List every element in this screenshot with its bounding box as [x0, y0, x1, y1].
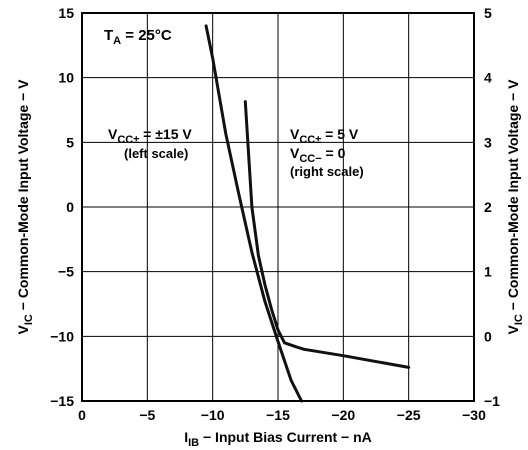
y-right-tick-label: 4 — [484, 70, 492, 86]
right-series-label-ground: VCC− = 0 — [290, 145, 346, 165]
right-series-label-scale: (right scale) — [290, 164, 364, 179]
y-right-tick-label: 3 — [484, 134, 492, 150]
x-tick-label: −15 — [266, 407, 290, 423]
x-axis-title: IIB − Input Bias Current − nA — [184, 429, 372, 449]
y-left-tick-label: −5 — [58, 264, 74, 280]
right-scale-series-line — [243, 100, 411, 369]
x-tick-label: −20 — [331, 407, 355, 423]
right-series-label-supply: VCC± = 5 V — [290, 126, 359, 146]
y-right-tick-label: 1 — [484, 264, 492, 280]
plot-frame — [81, 12, 475, 402]
y-right-axis-title: VIC − Common-Mode Input Voltage − V — [505, 79, 525, 335]
left-scale-series-line — [204, 24, 303, 403]
temperature-annotation: TA = 25°C — [104, 27, 172, 47]
y-left-tick-label: 15 — [58, 5, 74, 21]
left-series-label-scale: (left scale) — [124, 146, 188, 161]
y-left-tick-label: 0 — [66, 199, 74, 215]
left-series-label-supply: VCC± = ±15 V — [108, 126, 192, 146]
y-left-axis-title: VIC − Common-Mode Input Voltage − V — [15, 79, 35, 335]
y-left-tick-label: 5 — [66, 134, 74, 150]
y-left-tick-label: −15 — [50, 393, 74, 409]
x-tick-label: −30 — [462, 407, 486, 423]
y-right-tick-label: −1 — [484, 393, 500, 409]
y-right-tick-label: 0 — [484, 328, 492, 344]
series-layer — [204, 24, 411, 403]
x-tick-label: −10 — [201, 407, 225, 423]
y-right-tick-label: 2 — [484, 199, 492, 215]
x-tick-label: −25 — [397, 407, 421, 423]
grid-layer — [82, 13, 474, 401]
x-tick-label: −5 — [139, 407, 155, 423]
y-left-tick-label: 10 — [58, 70, 74, 86]
x-tick-label: 0 — [78, 407, 86, 423]
y-left-tick-label: −10 — [50, 328, 74, 344]
y-right-tick-label: 5 — [484, 5, 492, 21]
